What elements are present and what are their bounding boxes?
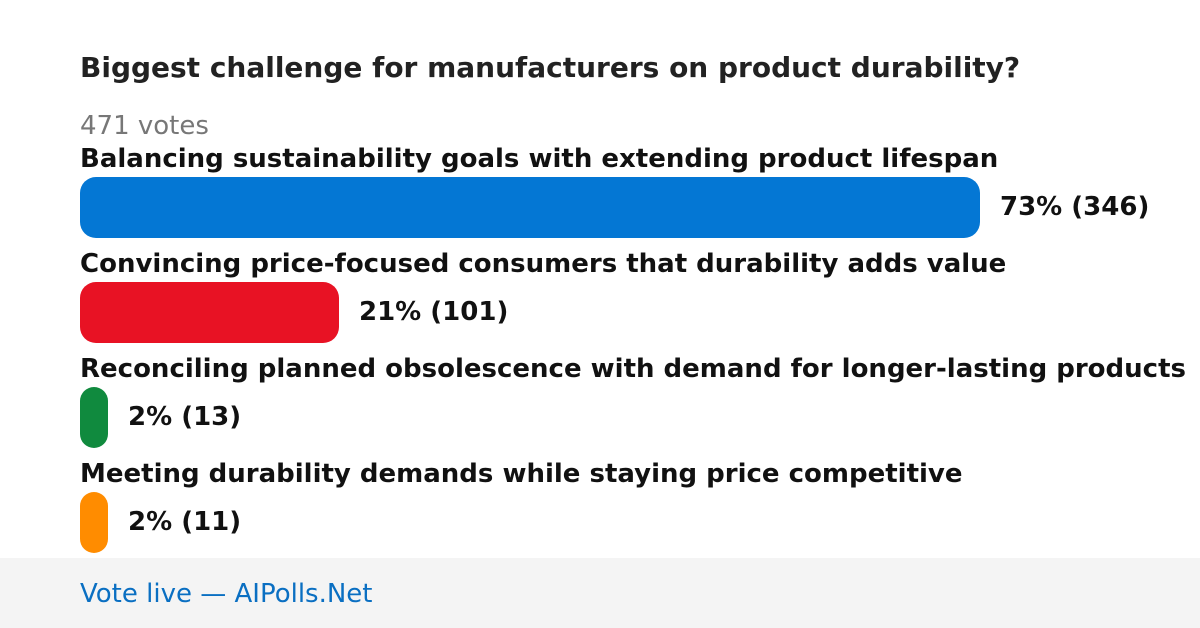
poll-question: Biggest challenge for manufacturers on p… — [80, 51, 1021, 84]
option-label: Meeting durability demands while staying… — [80, 459, 963, 489]
result-value: 73% (346) — [1000, 192, 1150, 222]
vote-count: 471 votes — [80, 111, 209, 141]
poll-option-4: Meeting durability demands while staying… — [0, 458, 1200, 563]
result-value: 2% (13) — [128, 402, 242, 432]
result-bar — [80, 282, 339, 343]
poll-option-2: Convincing price-focused consumers that … — [0, 248, 1200, 353]
result-bar — [80, 177, 980, 238]
result-value: 21% (101) — [359, 297, 509, 327]
poll-option-3: Reconciling planned obsolescence with de… — [0, 353, 1200, 458]
poll-option-1: Balancing sustainability goals with exte… — [0, 143, 1200, 248]
option-label: Balancing sustainability goals with exte… — [80, 144, 999, 174]
option-label: Convincing price-focused consumers that … — [80, 249, 1007, 279]
option-label: Reconciling planned obsolescence with de… — [80, 354, 1186, 384]
footer: Vote live — AIPolls.Net — [0, 558, 1200, 628]
vote-live-link[interactable]: Vote live — AIPolls.Net — [80, 579, 373, 609]
result-bar — [80, 492, 108, 553]
result-value: 2% (11) — [128, 507, 242, 537]
result-bar — [80, 387, 108, 448]
